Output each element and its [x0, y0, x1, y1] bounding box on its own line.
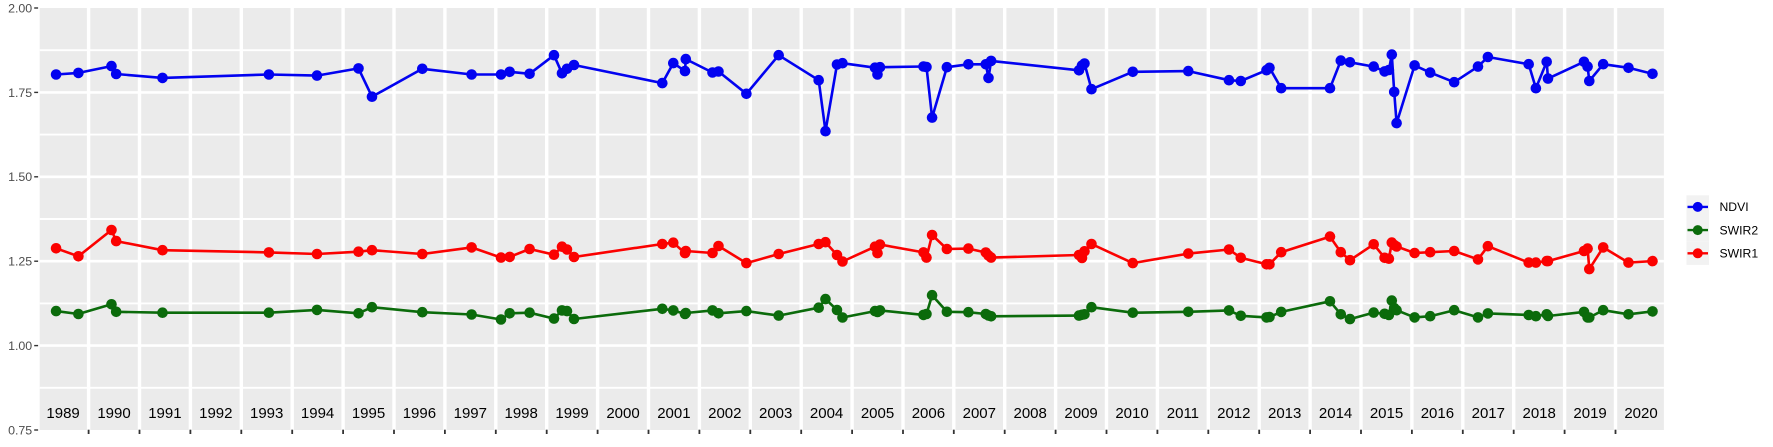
- svg-text:2000: 2000: [606, 405, 639, 422]
- svg-text:2020: 2020: [1624, 405, 1657, 422]
- svg-text:2013: 2013: [1268, 405, 1301, 422]
- svg-text:1990: 1990: [97, 405, 130, 422]
- svg-text:2017: 2017: [1472, 405, 1505, 422]
- svg-text:2016: 2016: [1421, 405, 1454, 422]
- svg-text:2001: 2001: [657, 405, 690, 422]
- svg-text:1991: 1991: [148, 405, 181, 422]
- svg-text:1.75: 1.75: [8, 86, 32, 100]
- svg-text:2.00: 2.00: [8, 1, 32, 15]
- svg-text:2011: 2011: [1167, 405, 1199, 422]
- svg-text:SWIR1: SWIR1: [1720, 247, 1759, 261]
- svg-text:1.25: 1.25: [8, 255, 32, 269]
- svg-text:2009: 2009: [1064, 405, 1097, 422]
- svg-text:2018: 2018: [1523, 405, 1556, 422]
- svg-text:SWIR2: SWIR2: [1720, 223, 1759, 237]
- svg-text:1999: 1999: [555, 405, 588, 422]
- svg-text:1993: 1993: [250, 405, 283, 422]
- svg-text:1989: 1989: [46, 405, 79, 422]
- svg-text:2004: 2004: [810, 405, 843, 422]
- svg-text:1998: 1998: [505, 405, 538, 422]
- svg-text:NDVI: NDVI: [1720, 200, 1749, 214]
- svg-text:2008: 2008: [1014, 405, 1047, 422]
- svg-text:2019: 2019: [1573, 405, 1606, 422]
- svg-text:1995: 1995: [352, 405, 385, 422]
- svg-text:2005: 2005: [861, 405, 894, 422]
- svg-text:2006: 2006: [912, 405, 945, 422]
- svg-text:1.50: 1.50: [8, 170, 32, 184]
- svg-text:1.00: 1.00: [8, 339, 32, 353]
- svg-text:2012: 2012: [1217, 405, 1250, 422]
- svg-text:2002: 2002: [708, 405, 741, 422]
- svg-text:2003: 2003: [759, 405, 792, 422]
- svg-text:1994: 1994: [301, 405, 334, 422]
- svg-text:1997: 1997: [454, 405, 487, 422]
- svg-text:1996: 1996: [403, 405, 436, 422]
- svg-text:0.75: 0.75: [8, 423, 32, 437]
- svg-text:2010: 2010: [1115, 405, 1148, 422]
- svg-text:2014: 2014: [1319, 405, 1352, 422]
- svg-text:2007: 2007: [963, 405, 996, 422]
- svg-text:1992: 1992: [199, 405, 232, 422]
- svg-text:2015: 2015: [1370, 405, 1403, 422]
